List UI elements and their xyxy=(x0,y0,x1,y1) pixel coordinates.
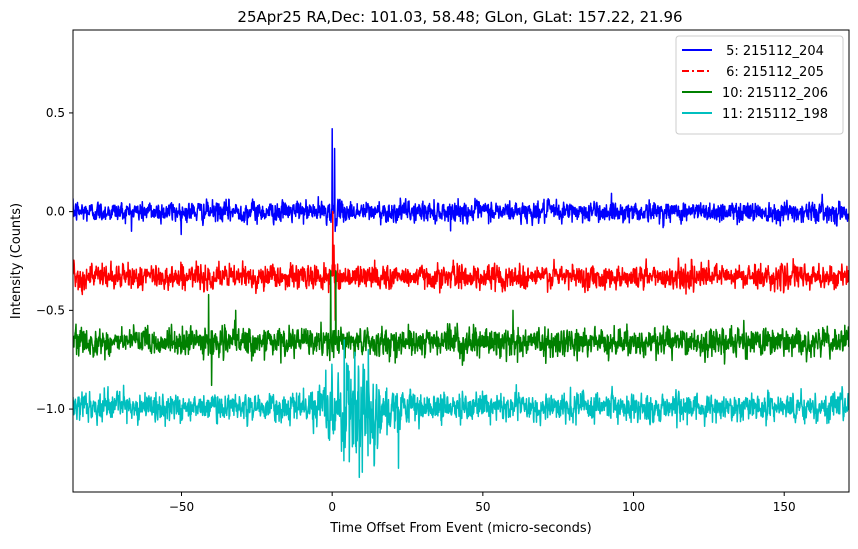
x-tick-label: 0 xyxy=(328,500,336,514)
x-tick-label: 150 xyxy=(773,500,796,514)
y-tick-label: −0.5 xyxy=(36,303,65,317)
series-line-2 xyxy=(73,270,849,387)
x-tick-label: 50 xyxy=(475,500,490,514)
x-tick-label: −50 xyxy=(169,500,194,514)
y-axis-label: Intensity (Counts) xyxy=(9,203,24,319)
y-tick-label: 0.0 xyxy=(46,205,65,219)
series-layer xyxy=(73,127,849,479)
y-tick-label: 0.5 xyxy=(46,106,65,120)
x-tick-label: 100 xyxy=(622,500,645,514)
legend-label-1: 6: 215112_205 xyxy=(722,65,824,80)
series-line-0 xyxy=(73,127,849,236)
series-line-3 xyxy=(73,339,849,479)
x-axis-label: Time Offset From Event (micro-seconds) xyxy=(329,521,592,536)
y-axis: 0.5 0.0 −0.5 −1.0 xyxy=(36,106,73,416)
legend-frame xyxy=(675,35,844,135)
legend-label-3: 11: 215112_198 xyxy=(722,107,828,122)
plot-frame xyxy=(72,29,850,493)
series-line-1 xyxy=(73,210,849,321)
y-tick-label: −1.0 xyxy=(36,402,65,416)
x-axis: −50 0 50 100 150 xyxy=(169,492,796,514)
legend-label-2: 10: 215112_206 xyxy=(722,86,828,101)
legend: 5: 215112_204 6: 215112_205 10: 215112_20… xyxy=(675,35,844,135)
legend-label-0: 5: 215112_204 xyxy=(722,44,824,59)
chart-title: 25Apr25 RA,Dec: 101.03, 58.48; GLon, GLa… xyxy=(237,8,682,26)
